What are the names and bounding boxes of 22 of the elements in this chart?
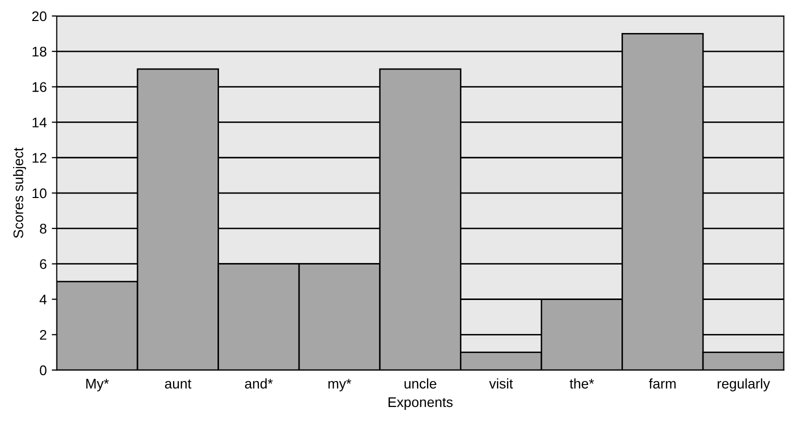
x-tick-label: my*: [328, 378, 352, 392]
y-tick-label: 6: [40, 259, 46, 270]
y-tick-label: 2: [40, 330, 46, 340]
x-tick-label: regularly: [718, 378, 770, 392]
x-tick-label: visit: [489, 378, 513, 389]
y-tick-label: 4: [40, 294, 47, 304]
y-tick-label: 0: [40, 365, 46, 376]
y-tick-label: 16: [32, 82, 46, 92]
y-tick-label: 20: [32, 11, 46, 22]
x-tick-label: aunt: [164, 379, 192, 389]
x-tick-label: farm: [648, 378, 676, 389]
y-tick-label: 12: [32, 152, 46, 163]
x-tick-label: My*: [86, 378, 109, 392]
x-tick-label: and*: [245, 378, 273, 389]
y-axis-title: Scores subject: [13, 148, 26, 238]
y-tick-label: 14: [32, 118, 47, 128]
y-tick-label: 10: [32, 188, 46, 198]
x-tick-label: uncle: [404, 378, 436, 389]
x-tick-label: the*: [570, 378, 594, 389]
y-tick-label: 8: [40, 224, 46, 234]
x-axis-title: Exponents: [388, 397, 453, 410]
y-tick-label: 18: [32, 46, 46, 57]
